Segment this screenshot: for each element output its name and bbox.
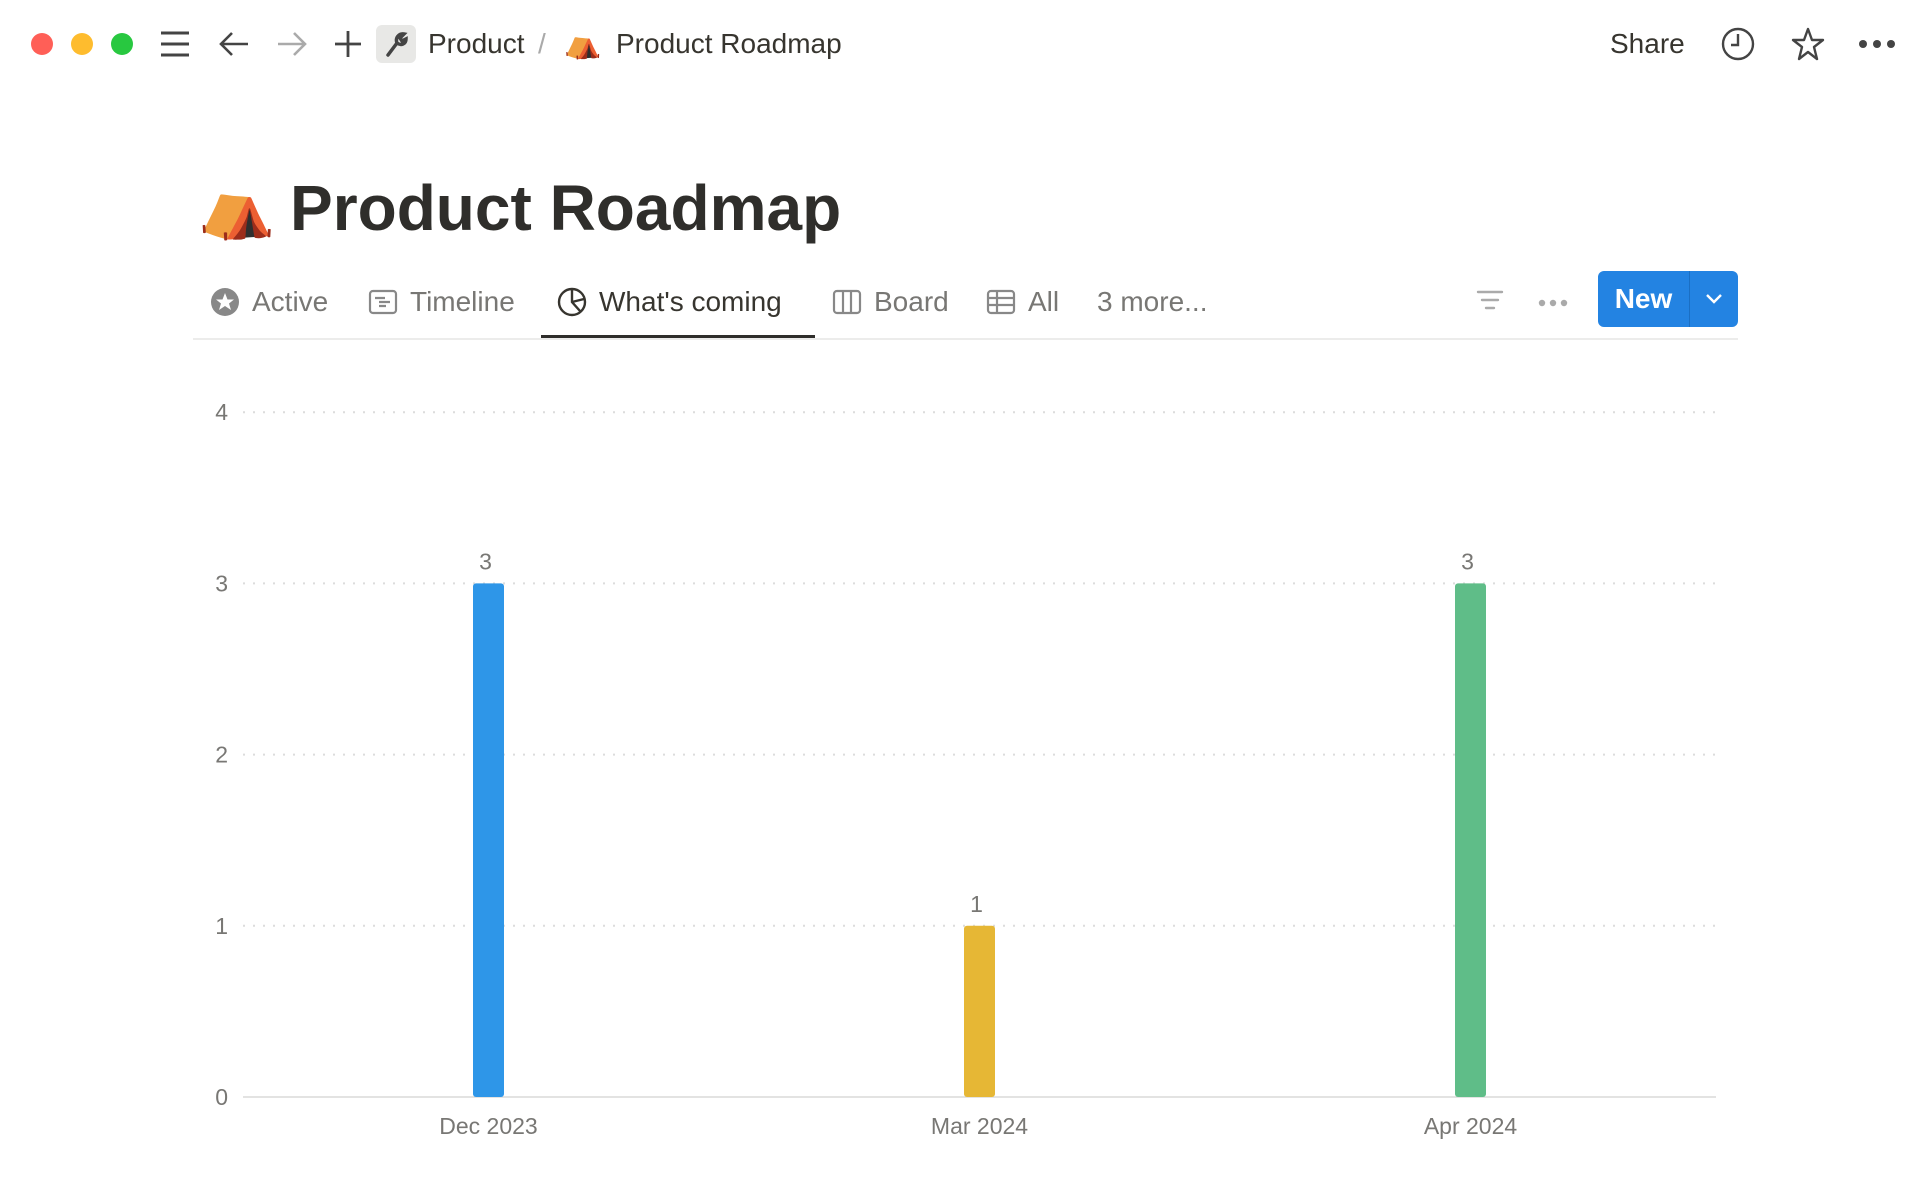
breadcrumb-product-roadmap[interactable]: Product Roadmap	[616, 28, 842, 59]
timeline-icon	[368, 289, 398, 315]
wrench-icon[interactable]	[376, 25, 416, 63]
tab-label: Active	[252, 286, 329, 317]
tab-board[interactable]: Board	[832, 280, 949, 324]
favorite-star-icon[interactable]	[1788, 22, 1828, 66]
y-tick-label: 4	[215, 399, 228, 425]
data-label: 1	[970, 891, 983, 917]
bar	[1455, 583, 1486, 1097]
forward-arrow-icon[interactable]	[272, 22, 312, 66]
data-label: 3	[479, 548, 492, 574]
sidebar-menu-icon[interactable]	[156, 22, 194, 66]
bar	[473, 583, 504, 1097]
x-tick-label: Dec 2023	[439, 1113, 537, 1139]
data-label: 3	[1461, 548, 1474, 574]
tab-label: Board	[874, 286, 949, 317]
tab-active[interactable]: Active	[210, 280, 328, 324]
tab-label: All	[1028, 286, 1060, 317]
minimize-window-button[interactable]	[71, 33, 93, 55]
x-tick-label: Apr 2024	[1424, 1113, 1518, 1139]
x-tick-label: Mar 2024	[931, 1113, 1028, 1139]
more-views-button[interactable]: 3 more...	[1097, 286, 1208, 317]
table-icon	[986, 289, 1016, 315]
tab-timeline[interactable]: Timeline	[368, 280, 515, 324]
y-tick-label: 2	[215, 742, 228, 768]
close-window-button[interactable]	[31, 33, 53, 55]
tab-all[interactable]: All	[986, 280, 1059, 324]
share-button[interactable]: Share	[1610, 28, 1685, 59]
history-clock-icon[interactable]	[1718, 22, 1758, 66]
tab-label: What's coming	[599, 286, 782, 317]
new-button-group: New	[1598, 271, 1738, 327]
view-more-options-icon[interactable]	[1538, 295, 1568, 313]
active-tab-underline	[541, 335, 815, 339]
y-tick-label: 0	[215, 1084, 228, 1110]
bar	[964, 925, 995, 1097]
new-page-plus-icon[interactable]	[330, 22, 366, 66]
tent-emoji-icon: ⛺	[564, 27, 602, 60]
y-tick-label: 1	[215, 913, 228, 939]
tab-label: Timeline	[410, 286, 515, 317]
filter-icon[interactable]	[1476, 288, 1504, 317]
page-title: Product Roadmap	[290, 172, 842, 244]
maximize-window-button[interactable]	[111, 33, 133, 55]
new-button[interactable]: New	[1598, 271, 1690, 327]
page-icon-tent[interactable]: ⛺	[198, 172, 276, 241]
more-options-icon[interactable]	[1856, 22, 1898, 66]
chart-icon	[557, 287, 587, 317]
tabs-divider	[193, 338, 1738, 340]
back-arrow-icon[interactable]	[214, 22, 254, 66]
breadcrumb-separator: /	[538, 28, 546, 59]
new-dropdown-chevron-icon[interactable]	[1690, 271, 1738, 327]
star-circle-icon	[211, 288, 239, 316]
board-icon	[832, 289, 862, 315]
breadcrumb-product[interactable]: Product	[428, 28, 525, 59]
y-tick-label: 3	[215, 570, 228, 596]
tab-whats-coming[interactable]: What's coming	[557, 280, 782, 324]
